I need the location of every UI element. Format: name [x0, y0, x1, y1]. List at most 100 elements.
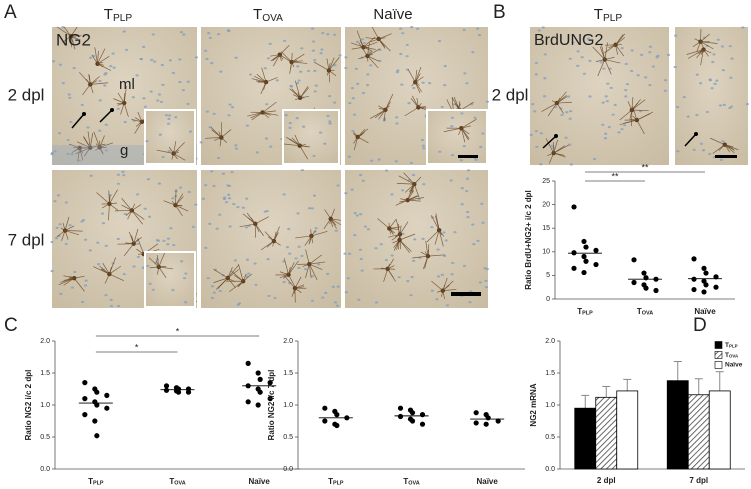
nucleus: [156, 239, 161, 242]
nucleus: [266, 258, 270, 261]
process: [371, 26, 379, 40]
nucleus: [150, 58, 154, 61]
process: [326, 70, 330, 76]
nucleus: [450, 273, 454, 276]
nucleus: [248, 73, 253, 76]
nucleus: [533, 110, 537, 113]
nucleus: [326, 272, 330, 275]
nucleus: [253, 262, 257, 265]
process: [79, 147, 84, 161]
nucleus: [112, 66, 116, 69]
nucleus: [50, 269, 54, 273]
process: [255, 216, 269, 225]
nucleus: [336, 184, 340, 187]
nucleus: [151, 33, 155, 36]
process: [272, 54, 281, 67]
nucleus: [160, 63, 164, 67]
scale-bar: [451, 292, 481, 296]
nucleus: [275, 79, 279, 82]
nucleus: [311, 275, 315, 278]
nucleus: [450, 125, 454, 128]
process: [283, 258, 289, 275]
nucleus: [460, 187, 464, 190]
nucleus: [601, 101, 605, 104]
nucleus: [485, 100, 490, 103]
nucleus: [55, 226, 59, 230]
nucleus: [361, 91, 365, 95]
process: [242, 273, 253, 282]
process: [367, 55, 379, 69]
process: [90, 80, 98, 85]
nucleus: [351, 97, 355, 100]
nucleus: [336, 285, 340, 288]
process: [541, 102, 558, 112]
nucleus: [478, 281, 483, 284]
data-point: [163, 387, 170, 393]
nucleus: [362, 42, 366, 45]
nucleus: [379, 243, 383, 246]
nucleus: [109, 298, 113, 301]
nucleus: [245, 275, 249, 278]
bar: [666, 380, 689, 470]
nucleus: [459, 159, 463, 162]
nucleus: [479, 145, 483, 149]
nucleus: [268, 42, 272, 45]
y-tick-label: 0.5: [283, 434, 293, 441]
process: [309, 263, 323, 270]
nucleus: [232, 202, 236, 206]
nucleus: [344, 56, 348, 59]
stain-label: NG2: [56, 30, 91, 49]
process: [62, 35, 72, 43]
process: [175, 196, 184, 206]
nucleus: [186, 80, 190, 83]
data-point: [419, 412, 426, 418]
process: [358, 42, 368, 57]
process: [97, 50, 99, 64]
nucleus: [145, 140, 149, 143]
process: [383, 109, 386, 122]
nucleus: [313, 69, 317, 72]
process: [413, 184, 420, 198]
nucleus: [191, 225, 196, 229]
nucleus: [360, 38, 365, 41]
process: [95, 147, 100, 151]
significance-label: *: [176, 326, 180, 336]
nucleus: [328, 120, 332, 123]
process: [272, 240, 275, 247]
nucleus: [147, 215, 152, 218]
nucleus: [442, 231, 446, 234]
process: [99, 135, 105, 148]
process: [378, 33, 392, 40]
process: [294, 276, 302, 289]
nucleus: [711, 60, 715, 64]
process: [218, 131, 222, 138]
process: [434, 230, 440, 245]
process: [604, 59, 612, 75]
nucleus: [430, 226, 434, 229]
nucleus: [104, 294, 108, 297]
nucleus: [699, 142, 704, 145]
nucleus: [226, 29, 230, 32]
arrow-head: [110, 108, 114, 112]
nucleus: [471, 51, 475, 54]
data-point: [691, 256, 697, 262]
nucleus: [296, 82, 300, 85]
process: [262, 110, 276, 113]
nucleus: [178, 58, 182, 61]
nucleus: [98, 79, 102, 83]
nucleus: [326, 114, 330, 118]
nucleus: [201, 197, 206, 200]
y-tick-label: 0.5: [545, 434, 555, 441]
process: [378, 38, 386, 48]
nucleus: [131, 96, 135, 99]
process: [636, 111, 654, 121]
panel-label: A: [4, 2, 17, 23]
nucleus: [609, 86, 613, 90]
nucleus: [476, 27, 480, 30]
nucleus: [151, 288, 155, 291]
nucleus: [317, 263, 321, 266]
nucleus: [560, 113, 564, 117]
nucleus: [443, 84, 447, 87]
y-tick-label: 1.0: [283, 402, 293, 409]
process: [291, 137, 301, 146]
